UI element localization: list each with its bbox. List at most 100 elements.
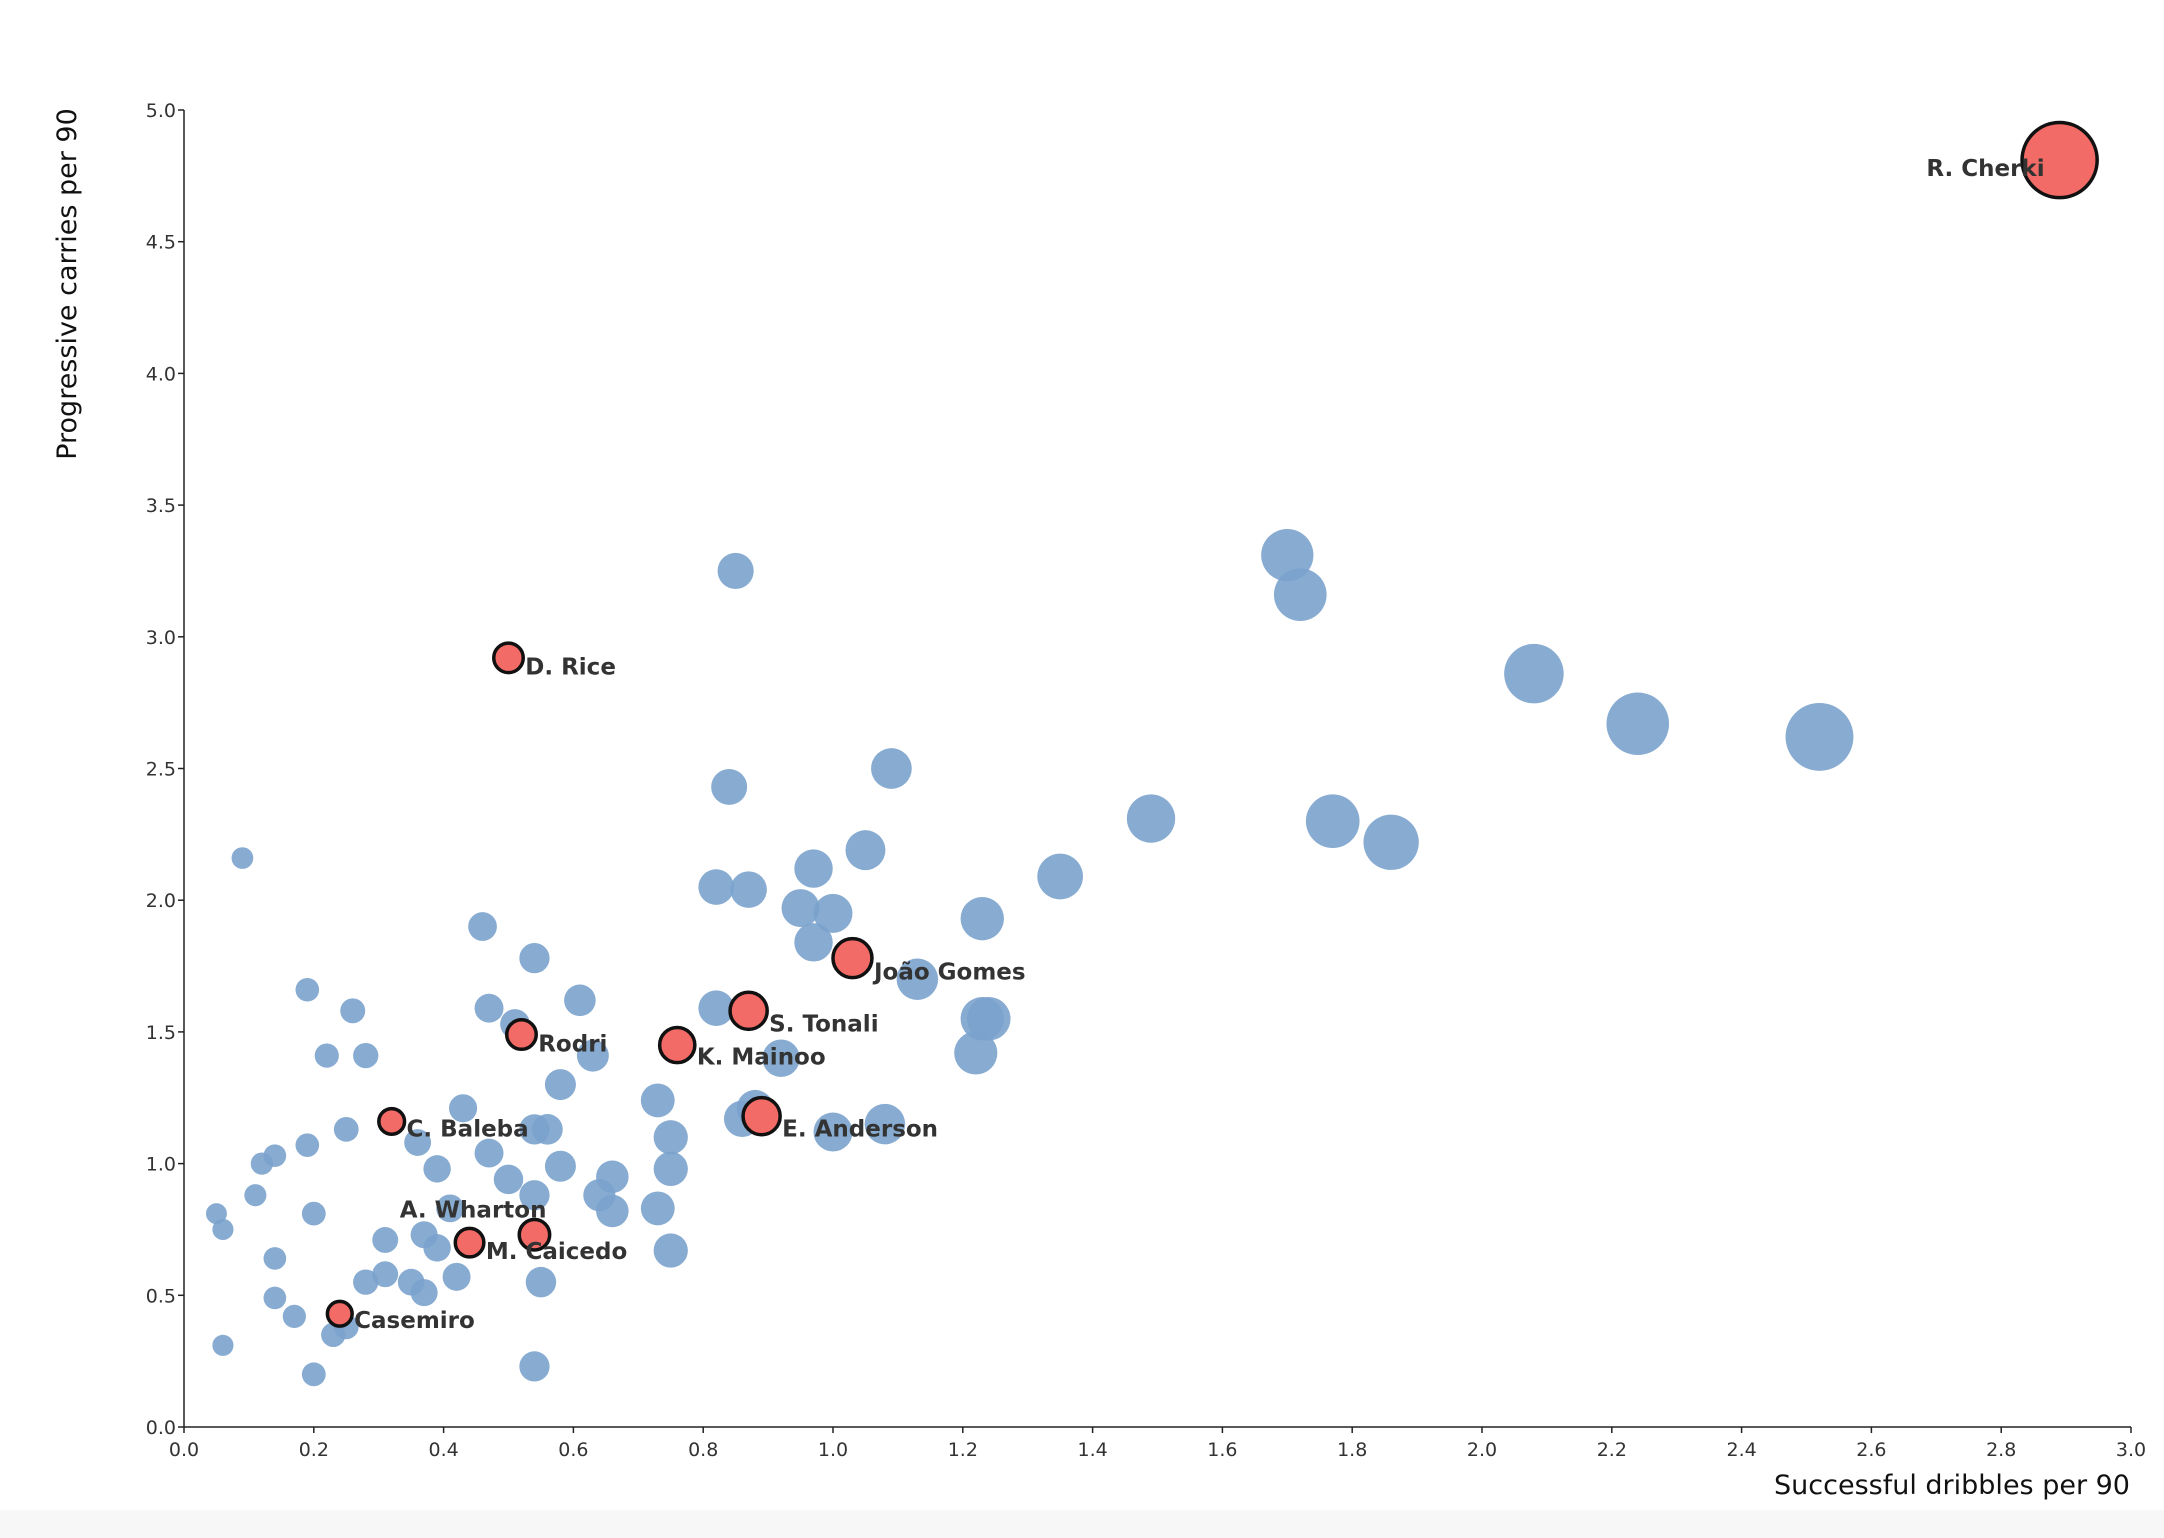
x-tick-label: 2.4 (1726, 1439, 1756, 1461)
background-points (205, 528, 1854, 1387)
x-tick-label: 2.8 (1986, 1439, 2016, 1461)
data-point (519, 943, 550, 974)
data-point (564, 984, 596, 1017)
data-point (871, 748, 912, 789)
x-tick-label: 1.4 (1077, 1439, 1107, 1461)
data-point (896, 958, 939, 1000)
y-tick-label: 5.0 (146, 100, 176, 122)
x-tick-label: 2.0 (1467, 1439, 1497, 1461)
x-axis-title: Successful dribbles per 90 (1774, 1470, 2130, 1501)
data-point (372, 1261, 399, 1288)
highlighted-point (377, 1106, 407, 1137)
data-point (711, 768, 748, 805)
data-point (794, 923, 833, 962)
y-tick-label: 1.0 (146, 1154, 176, 1176)
data-point (442, 1262, 471, 1291)
x-tick-label: 1.2 (948, 1439, 978, 1461)
data-point (640, 1083, 675, 1118)
point-label: D. Rice (525, 655, 616, 681)
point-label: C. Baleba (407, 1116, 529, 1142)
y-tick-label: 2.5 (146, 759, 176, 781)
highlighted-point (728, 990, 769, 1032)
highlighted-points (325, 120, 2099, 1328)
highlighted-point (831, 936, 874, 980)
y-tick-label: 0.5 (146, 1285, 176, 1307)
data-point (448, 1094, 478, 1123)
x-tick-label: 0.6 (558, 1439, 588, 1461)
data-point (653, 1151, 688, 1186)
y-tick-label: 3.5 (146, 495, 176, 517)
y-tick-label: 2.0 (146, 890, 176, 912)
highlighted-point (2020, 120, 2099, 200)
point-label: João Gomes (872, 960, 1026, 986)
data-point (640, 1191, 675, 1226)
y-tick-label: 4.5 (146, 232, 176, 254)
x-tick-label: 1.8 (1337, 1439, 1367, 1461)
data-point (436, 1194, 464, 1223)
point-label: Casemiro (354, 1308, 475, 1334)
data-point (653, 1120, 688, 1155)
data-point (423, 1234, 451, 1262)
data-point (1504, 643, 1564, 704)
point-label: E. Anderson (782, 1117, 938, 1143)
data-point (404, 1129, 432, 1156)
data-point (596, 1194, 629, 1228)
data-point (794, 849, 833, 888)
bottom-strip (0, 1510, 2164, 1538)
point-label: S. Tonali (769, 1011, 878, 1037)
data-point (960, 896, 1004, 941)
x-tick-label: 0.4 (428, 1439, 458, 1461)
data-point (340, 998, 366, 1024)
highlighted-point (325, 1299, 354, 1328)
data-point (493, 1164, 524, 1195)
y-tick-label: 3.0 (146, 627, 176, 649)
data-point (698, 869, 734, 905)
data-point (576, 1039, 609, 1072)
data-point (333, 1116, 359, 1142)
highlighted-point (504, 1018, 538, 1052)
highlighted-point (453, 1226, 486, 1259)
y-tick-label: 4.0 (146, 363, 176, 385)
data-point (410, 1279, 438, 1307)
point-label: R. Cherki (1926, 156, 2044, 182)
data-point (212, 1218, 234, 1241)
data-point (301, 1362, 326, 1387)
data-point (1261, 528, 1314, 582)
data-point (314, 1043, 339, 1068)
x-tick-label: 1.0 (818, 1439, 848, 1461)
x-tick-label: 2.6 (1856, 1439, 1886, 1461)
data-point (295, 977, 320, 1002)
data-point (519, 1180, 550, 1211)
data-point (762, 1039, 800, 1077)
data-point (653, 1233, 688, 1268)
data-point (301, 1201, 326, 1226)
data-point (1273, 568, 1327, 621)
data-point (263, 1144, 287, 1168)
data-point (353, 1042, 379, 1069)
data-point (474, 1138, 504, 1168)
data-point (525, 1266, 557, 1298)
data-point (845, 830, 886, 871)
data-point (954, 1031, 998, 1075)
x-tick-label: 0.2 (299, 1439, 329, 1461)
data-point (263, 1247, 287, 1270)
point-label: Rodri (538, 1031, 607, 1057)
data-point (263, 1286, 287, 1310)
data-point (468, 912, 497, 941)
highlighted-point (517, 1217, 552, 1252)
point-label: A. Wharton (400, 1198, 547, 1224)
data-point (781, 889, 820, 928)
x-tick-label: 1.6 (1207, 1439, 1237, 1461)
data-point (282, 1304, 306, 1328)
data-point (730, 871, 767, 908)
data-point (1305, 794, 1360, 848)
data-point (596, 1160, 629, 1194)
data-point (1785, 702, 1854, 771)
data-point (1606, 692, 1670, 756)
data-point (205, 1203, 227, 1225)
point-labels: R. Cherki D. Rice João Gomes S. Tonali Rodri… (354, 156, 2044, 1334)
data-point (864, 1103, 906, 1145)
data-point (813, 893, 853, 933)
x-tick-label: 3.0 (2116, 1439, 2146, 1461)
